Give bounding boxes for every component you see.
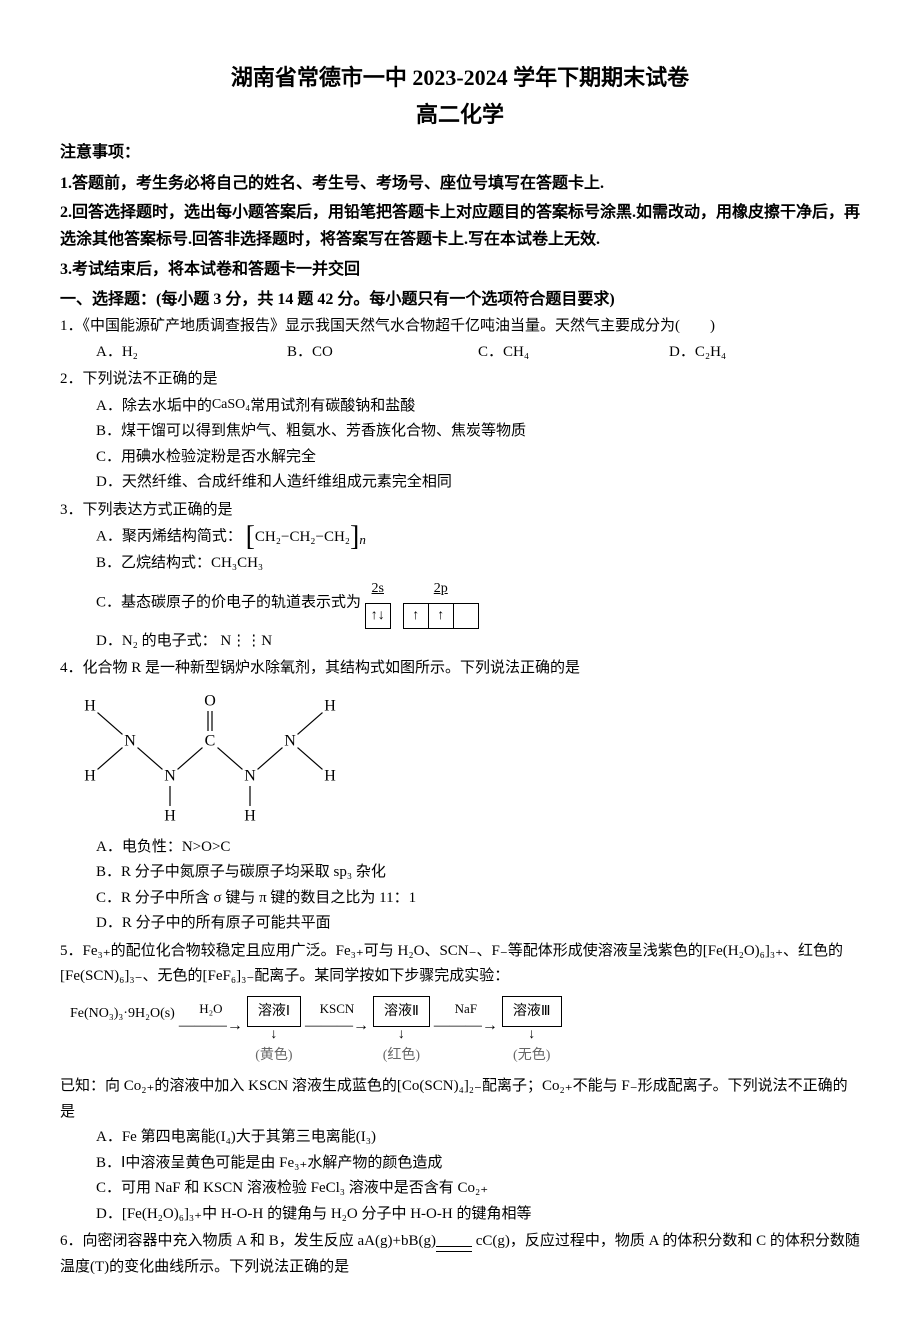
q2-opt-b: B．煤干馏可以得到焦炉气、粗氨水、芳香族化合物、焦炭等物质 [96, 419, 860, 445]
q5-opt-d: D．[Fe(H₂O)₆]₃₊中 H-O-H 的键角与 H₂O 分子中 H-O-H… [96, 1202, 860, 1228]
svg-text:H: H [84, 767, 96, 784]
svg-text:N: N [284, 732, 296, 749]
q2-stem: 2．下列说法不正确的是 [60, 367, 860, 393]
orbital-2p-box-2: ↑ [428, 603, 454, 629]
q2-a-formula: CaSO₄ [212, 397, 250, 412]
bracket-left-icon: [ [246, 523, 255, 551]
q1-opt-a: A．H₂ [96, 340, 287, 366]
svg-text:H: H [84, 697, 96, 714]
svg-text:C: C [205, 732, 216, 749]
flow-start: Fe(NO₃)₃·9H₂O(s) [70, 996, 175, 1026]
q3-d-pre: D．N₂ 的电子式： [96, 633, 217, 649]
q3-a-pre: A．聚丙烯结构简式： [96, 529, 242, 545]
q3-opt-a: A．聚丙烯结构简式： [ CH₂−CH₂−CH₂ ] n [96, 523, 860, 551]
svg-text:N: N [164, 767, 176, 784]
notice-item-2: 2.回答选择题时，选出每小题答案后，用铅笔把答题卡上对应题目的答案标号涂黑.如需… [60, 199, 860, 253]
q1-opt-b: B．CO [287, 340, 478, 366]
q5-opt-b: B．Ⅰ中溶液呈黄色可能是由 Fe₃₊水解产物的颜色造成 [96, 1151, 860, 1177]
section-1-header: 一、选择题：(每小题 3 分，共 14 题 42 分。每小题只有一个选项符合题目… [60, 287, 860, 313]
svg-text:N: N [244, 767, 256, 784]
orbital-diagram: 2s ↑↓ 2p ↑ ↑ [365, 577, 479, 629]
q4-opt-a: A．电负性：N>O>C [96, 835, 860, 861]
q4-opt-b: B．R 分子中氮原子与碳原子均采取 sp₃ 杂化 [96, 860, 860, 886]
orbital-2p-box-3 [453, 603, 479, 629]
q3-a-formula: [ CH₂−CH₂−CH₂ ] n [246, 523, 366, 551]
q3-opt-c: C．基态碳原子的价电子的轨道表示式为 2s ↑↓ 2p ↑ ↑ [96, 577, 860, 629]
orbital-2s-label: 2s [372, 577, 384, 601]
q1-options: A．H₂ B．CO C．CH₄ D．C₂H₄ [96, 340, 860, 366]
q5-stem: 5．Fe₃₊的配位化合物较稳定且应用广泛。Fe₃₊可与 H₂O、SCN₋、F₋等… [60, 939, 860, 990]
q1-opt-d: D．C₂H₄ [669, 340, 860, 366]
question-4: 4．化合物 R 是一种新型锅炉水除氧剂，其结构式如图所示。下列说法正确的是 H N… [60, 656, 860, 937]
svg-text:H: H [324, 697, 336, 714]
q5-known: 已知：向 Co₂₊的溶液中加入 KSCN 溶液生成蓝色的[Co(SCN)₄]₂₋… [60, 1074, 860, 1125]
question-2: 2．下列说法不正确的是 A．除去水垢中的CaSO₄常用试剂有碳酸钠和盐酸 B．煤… [60, 367, 860, 496]
orbital-2p-label: 2p [434, 577, 448, 601]
flow-box-3: 溶液Ⅲ↓(无色) [502, 996, 562, 1068]
flow-diagram: Fe(NO₃)₃·9H₂O(s)H₂O———→溶液Ⅰ↓(黄色)KSCN———→溶… [70, 996, 860, 1068]
bracket-right-icon: ] [350, 523, 359, 551]
orbital-2s-box: ↑↓ [365, 603, 391, 629]
q5-opt-a: A．Fe 第四电离能(I₄)大于其第三电离能(I₃) [96, 1125, 860, 1151]
orbital-2p: 2p ↑ ↑ [403, 577, 479, 629]
svg-text:H: H [164, 807, 176, 824]
question-5: 5．Fe₃₊的配位化合物较稳定且应用广泛。Fe₃₊可与 H₂O、SCN₋、F₋等… [60, 939, 860, 1227]
q3-opt-b: B．乙烷结构式：CH₃CH₃ [96, 551, 860, 577]
orbital-2s: 2s ↑↓ [365, 577, 391, 629]
q4-opt-c: C．R 分子中所含 σ 键与 π 键的数目之比为 11：1 [96, 886, 860, 912]
q4-opt-d: D．R 分子中的所有原子可能共平面 [96, 911, 860, 937]
molecule-diagram: H N H N H C O N H N H H [70, 686, 350, 831]
q2-opt-a: A．除去水垢中的CaSO₄常用试剂有碳酸钠和盐酸 [96, 393, 860, 420]
q2-opt-c: C．用碘水检验淀粉是否水解完全 [96, 445, 860, 471]
question-3: 3．下列表达方式正确的是 A．聚丙烯结构简式： [ CH₂−CH₂−CH₂ ] … [60, 498, 860, 654]
q1-stem: 1．《中国能源矿产地质调查报告》显示我国天然气水合物超千亿吨油当量。天然气主要成… [60, 314, 860, 340]
q2-opt-d: D．天然纤维、合成纤维和人造纤维组成元素完全相同 [96, 470, 860, 496]
orbital-2p-box-1: ↑ [403, 603, 429, 629]
flow-box-2: 溶液Ⅱ↓(红色) [373, 996, 430, 1068]
notice-item-1: 1.答题前，考生务必将自己的姓名、考生号、考场号、座位号填写在答题卡上. [60, 170, 860, 197]
svg-text:H: H [244, 807, 256, 824]
q3-opt-d: D．N₂ 的电子式： N⋮⋮N [96, 629, 860, 655]
svg-text:N: N [124, 732, 136, 749]
flow-arrow-3: NaF———→ [434, 996, 498, 1033]
q3-c-pre: C．基态碳原子的价电子的轨道表示式为 [96, 594, 361, 610]
q3-a-sub: n [359, 529, 366, 551]
q1-opt-c: C．CH₄ [478, 340, 669, 366]
flow-arrow-2: KSCN———→ [305, 996, 369, 1033]
page-title: 湖南省常德市一中 2023-2024 学年下期期末试卷 [60, 60, 860, 95]
notice-item-3: 3.考试结束后，将本试卷和答题卡一并交回 [60, 256, 860, 283]
question-1: 1．《中国能源矿产地质调查报告》显示我国天然气水合物超千亿吨油当量。天然气主要成… [60, 314, 860, 365]
q2-a-pre: A．除去水垢中的 [96, 398, 212, 414]
q4-stem: 4．化合物 R 是一种新型锅炉水除氧剂，其结构式如图所示。下列说法正确的是 [60, 656, 860, 682]
svg-text:O: O [204, 692, 216, 709]
q6-stem-pre: 6．向密闭容器中充入物质 A 和 B，发生反应 aA(g)+bB(g) [60, 1233, 436, 1249]
q2-a-post: 常用试剂有碳酸钠和盐酸 [250, 398, 415, 414]
q3-a-formula-text: CH₂−CH₂−CH₂ [255, 525, 350, 551]
q3-d-formula: N⋮⋮N [220, 633, 272, 649]
page-subtitle: 高二化学 [60, 97, 860, 132]
svg-text:H: H [324, 767, 336, 784]
notice-header: 注意事项： [60, 140, 860, 166]
q3-stem: 3．下列表达方式正确的是 [60, 498, 860, 524]
question-6: 6．向密闭容器中充入物质 A 和 B，发生反应 aA(g)+bB(g) cC(g… [60, 1229, 860, 1280]
flow-box-1: 溶液Ⅰ↓(黄色) [247, 996, 301, 1068]
flow-arrow-1: H₂O———→ [179, 996, 243, 1033]
q5-opt-c: C．可用 NaF 和 KSCN 溶液检验 FeCl₃ 溶液中是否含有 Co₂₊ [96, 1176, 860, 1202]
